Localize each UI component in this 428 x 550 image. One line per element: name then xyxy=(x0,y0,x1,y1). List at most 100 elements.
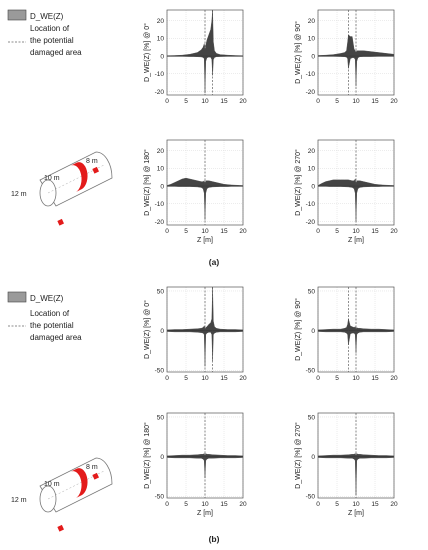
legend-dashed-line3: damaged area xyxy=(30,333,82,342)
legend-dashed-line3: damaged area xyxy=(30,48,82,57)
chart-frame xyxy=(317,9,395,96)
x-tick-label: 20 xyxy=(390,375,398,382)
y-tick-label: -50 xyxy=(306,368,316,375)
chart-panels: 0 5 10 15 20 -20 -10 0 10 20 D_WE(Z) [%] @ 0° 0 5 10 1… xyxy=(143,9,398,517)
legend-dashed-line1: Location of xyxy=(30,309,70,318)
y-tick-label: -20 xyxy=(306,89,316,96)
x-tick-label: 5 xyxy=(184,228,188,235)
dim-label-10m: 10 m xyxy=(44,175,60,182)
legend-swatch-series xyxy=(7,291,27,303)
x-tick-label: 0 xyxy=(316,375,320,382)
x-tick-label: 15 xyxy=(371,228,379,235)
x-tick-label: 15 xyxy=(371,98,379,105)
x-tick-label: 0 xyxy=(316,501,320,508)
x-tick-label: 20 xyxy=(239,375,247,382)
x-tick-label: 10 xyxy=(201,501,209,508)
x-axis-label: Z [m] xyxy=(348,237,364,244)
chart-a-180: 0 5 10 15 20 -20 -10 0 10 20 D_WE(Z) [%] @ 180° Z [… xyxy=(143,139,247,244)
y-tick-label: 50 xyxy=(308,288,316,295)
chart-frame xyxy=(166,139,244,226)
y-tick-label: -50 xyxy=(306,494,316,501)
y-tick-label: 0 xyxy=(160,328,164,335)
y-tick-label: 20 xyxy=(157,18,165,25)
y-tick-label: 0 xyxy=(160,183,164,190)
chart-frame xyxy=(166,286,244,373)
chart-frame xyxy=(317,412,395,499)
legend-b: D_WE(Z) Location of the potential damage… xyxy=(7,291,82,342)
chart-frame xyxy=(166,412,244,499)
x-tick-label: 20 xyxy=(390,501,398,508)
x-tick-label: 0 xyxy=(316,228,320,235)
y-axis-label: D_WE(Z) [%] @ 90° xyxy=(294,21,302,84)
x-tick-label: 20 xyxy=(390,98,398,105)
x-tick-label: 0 xyxy=(165,98,169,105)
legend-dashed-line2: the potential xyxy=(30,321,74,330)
chart-frame xyxy=(317,286,395,373)
x-tick-label: 20 xyxy=(239,98,247,105)
y-tick-label: 10 xyxy=(308,166,316,173)
legend-series-label: D_WE(Z) xyxy=(30,294,64,303)
dim-label-8m: 8 m xyxy=(86,158,98,165)
y-axis-label: D_WE(Z) [%] @ 270° xyxy=(294,422,302,489)
x-axis-label: Z [m] xyxy=(197,510,213,517)
dim-label-8m: 8 m xyxy=(86,464,98,471)
y-tick-label: -50 xyxy=(155,368,165,375)
x-tick-label: 5 xyxy=(184,375,188,382)
x-tick-label: 5 xyxy=(335,501,339,508)
y-axis-label: D_WE(Z) [%] @ 180° xyxy=(143,422,151,489)
y-tick-label: -10 xyxy=(306,201,316,208)
x-tick-label: 10 xyxy=(352,501,360,508)
x-tick-label: 15 xyxy=(220,98,228,105)
y-tick-label: 50 xyxy=(308,414,316,421)
dim-label-12m: 12 m xyxy=(11,497,27,504)
y-axis-label: D_WE(Z) [%] @ 90° xyxy=(294,298,302,361)
damage-patch-bottom xyxy=(57,524,64,532)
y-tick-label: -20 xyxy=(155,89,165,96)
x-tick-label: 20 xyxy=(239,501,247,508)
x-tick-label: 10 xyxy=(201,98,209,105)
caption-b: (b) xyxy=(209,534,220,544)
y-tick-label: 20 xyxy=(308,148,316,155)
damage-ring xyxy=(70,468,88,498)
x-tick-label: 15 xyxy=(371,501,379,508)
y-tick-label: -20 xyxy=(155,219,165,226)
x-axis-label: Z [m] xyxy=(197,237,213,244)
y-tick-label: 0 xyxy=(311,454,315,461)
chart-frame xyxy=(166,9,244,96)
x-tick-label: 0 xyxy=(165,228,169,235)
series-area xyxy=(167,177,243,220)
damage-ring xyxy=(70,162,88,192)
y-tick-label: 10 xyxy=(308,36,316,43)
chart-a-0: 0 5 10 15 20 -20 -10 0 10 20 D_WE(Z) [%] @ 0° xyxy=(143,9,247,105)
damage-patch-top xyxy=(92,472,99,480)
chart-frame xyxy=(317,139,395,226)
x-tick-label: 10 xyxy=(352,228,360,235)
series-area xyxy=(167,10,243,94)
y-tick-label: 50 xyxy=(157,288,165,295)
cylinder-body xyxy=(39,151,113,207)
x-tick-label: 20 xyxy=(390,228,398,235)
damage-patch-bottom xyxy=(57,218,64,226)
x-tick-label: 0 xyxy=(165,501,169,508)
x-tick-label: 20 xyxy=(239,228,247,235)
y-tick-label: 10 xyxy=(157,166,165,173)
x-tick-label: 0 xyxy=(165,375,169,382)
y-axis-label: D_WE(Z) [%] @ 0° xyxy=(143,300,151,359)
x-tick-label: 5 xyxy=(184,98,188,105)
cylinder-body xyxy=(39,457,113,513)
x-tick-label: 10 xyxy=(201,375,209,382)
x-tick-label: 10 xyxy=(352,375,360,382)
legend-series-label: D_WE(Z) xyxy=(30,12,64,21)
x-axis-label: Z [m] xyxy=(348,510,364,517)
caption-a: (a) xyxy=(209,257,220,267)
y-tick-label: 10 xyxy=(157,36,165,43)
legend-dashed-line1: Location of xyxy=(30,24,70,33)
legend-dashed-line2: the potential xyxy=(30,36,74,45)
y-tick-label: -10 xyxy=(155,71,165,78)
dim-label-12m: 12 m xyxy=(11,191,27,198)
x-tick-label: 15 xyxy=(220,228,228,235)
y-tick-label: 50 xyxy=(157,414,165,421)
y-axis-label: D_WE(Z) [%] @ 0° xyxy=(143,23,151,82)
